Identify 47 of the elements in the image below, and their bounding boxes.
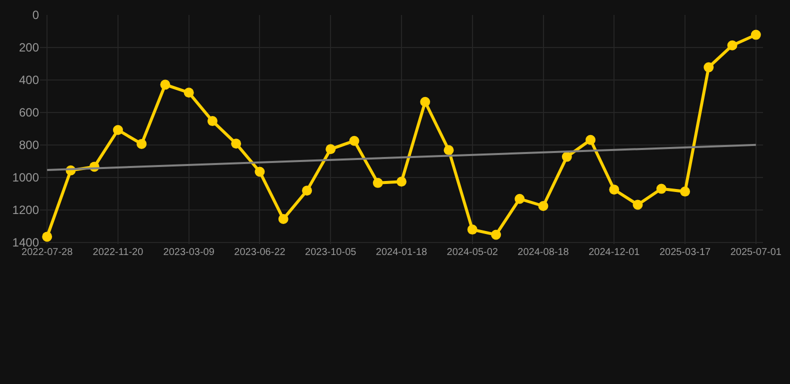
x-tick-label: 2023-06-22 xyxy=(234,247,286,258)
x-tick-label: 2025-07-01 xyxy=(730,247,782,258)
point xyxy=(444,145,454,156)
point xyxy=(184,88,194,98)
point xyxy=(372,178,383,188)
point xyxy=(514,194,525,204)
x-tick-label: 2023-10-05 xyxy=(305,247,357,258)
point xyxy=(656,184,666,194)
y-tick-label: 800 xyxy=(18,138,40,152)
x-tick-label: 2024-08-18 xyxy=(518,247,570,258)
point xyxy=(207,116,218,126)
point xyxy=(680,186,690,197)
point xyxy=(396,176,406,187)
point xyxy=(538,201,548,211)
x-tick-label: 2024-01-18 xyxy=(376,247,428,258)
x-tick-label: 2024-05-02 xyxy=(446,247,498,258)
point xyxy=(302,186,312,196)
point xyxy=(467,224,478,235)
y-tick-label: 0 xyxy=(32,8,40,22)
point xyxy=(42,232,52,242)
point xyxy=(750,30,761,40)
point xyxy=(231,138,242,149)
point xyxy=(420,96,430,107)
point xyxy=(160,80,170,90)
point xyxy=(491,230,502,240)
y-tick-label: 1000 xyxy=(12,170,40,185)
x-tick-label: 2025-03-17 xyxy=(659,247,712,258)
point xyxy=(278,214,288,224)
point xyxy=(727,40,738,50)
point xyxy=(632,200,643,210)
x-tick-label: 2024-12-01 xyxy=(588,247,640,258)
x-tick-label: 2022-07-28 xyxy=(22,247,74,258)
point xyxy=(326,144,336,154)
point xyxy=(136,138,147,149)
y-tick-label: 600 xyxy=(18,106,40,120)
point xyxy=(704,62,714,72)
y-tick-label: 400 xyxy=(18,73,40,88)
y-tick-label: 1200 xyxy=(12,203,40,218)
point xyxy=(609,184,620,195)
point xyxy=(586,134,596,145)
point xyxy=(349,136,360,146)
point xyxy=(562,152,572,162)
point xyxy=(254,166,265,177)
x-tick-label: 2022-11-20 xyxy=(92,247,144,258)
y-tick-label: 200 xyxy=(18,40,40,55)
x-tick-label: 2023-03-09 xyxy=(163,247,215,258)
point xyxy=(112,124,123,135)
